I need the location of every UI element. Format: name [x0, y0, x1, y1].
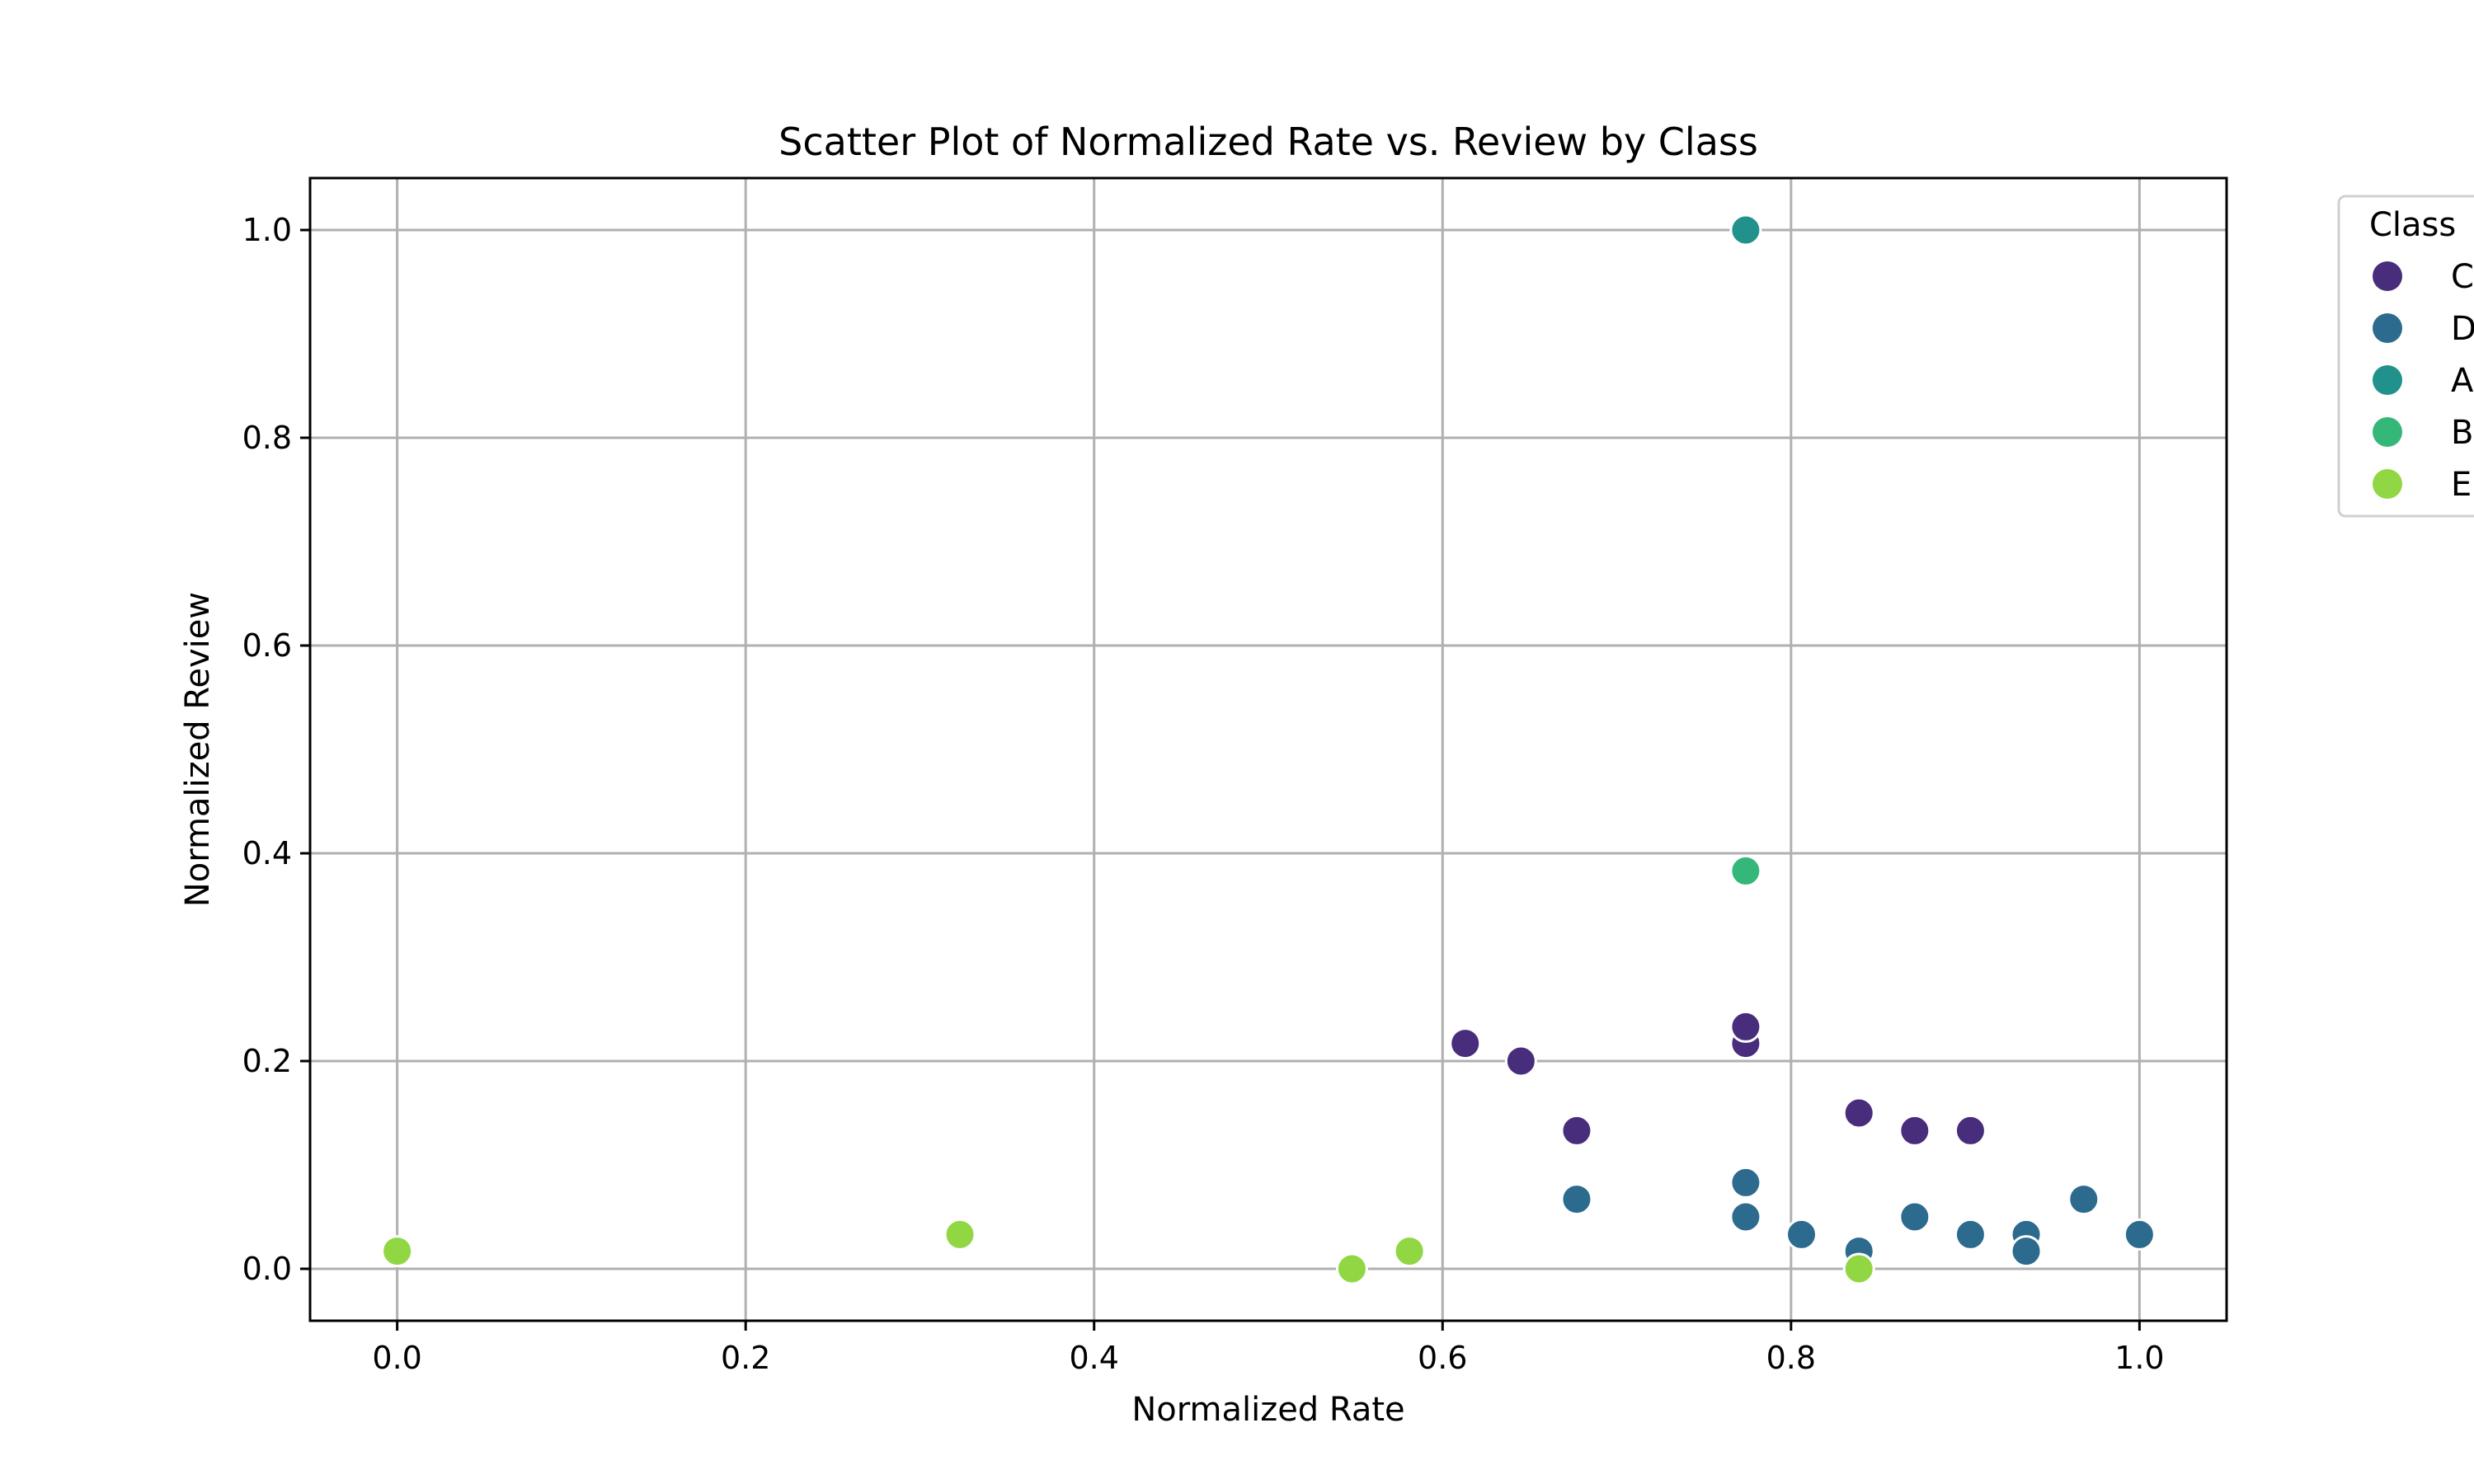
point-class-d	[1729, 1200, 1762, 1233]
legend-marker-d	[2373, 313, 2402, 343]
point-class-d	[2123, 1218, 2156, 1251]
legend-label-d: D	[2451, 310, 2474, 348]
point-class-b	[1729, 854, 1762, 887]
x-tick-label: 0.2	[721, 1340, 770, 1376]
point-class-d	[1560, 1183, 1593, 1216]
legend-label-a: A	[2451, 362, 2474, 400]
y-axis-label: Normalized Review	[179, 592, 217, 907]
x-tick-label: 0.4	[1070, 1340, 1119, 1376]
point-class-a	[1729, 214, 1762, 247]
point-class-d	[1954, 1218, 1987, 1251]
point-class-d	[2010, 1235, 2043, 1268]
point-class-c	[1449, 1027, 1482, 1060]
x-tick-label: 0.8	[1766, 1340, 1816, 1376]
y-tick-label: 1.0	[242, 212, 292, 248]
legend-marker-a	[2373, 365, 2402, 395]
point-class-d	[2067, 1183, 2100, 1216]
point-class-e	[381, 1235, 414, 1268]
y-tick-label: 0.4	[242, 835, 292, 871]
y-tick-label: 0.6	[242, 627, 292, 664]
y-tick-label: 0.2	[242, 1043, 292, 1079]
legend-title: Class	[2369, 206, 2456, 244]
point-class-c	[1898, 1114, 1931, 1147]
data-points	[381, 214, 2156, 1285]
point-class-e	[1335, 1252, 1368, 1285]
x-axis-label: Normalized Rate	[1131, 1391, 1404, 1429]
x-tick-label: 0.6	[1418, 1340, 1467, 1376]
point-class-c	[1504, 1045, 1537, 1078]
plot-frame	[308, 176, 2228, 1322]
point-class-d	[1729, 1166, 1762, 1199]
x-tick-label: 1.0	[2114, 1340, 2164, 1376]
point-class-e	[943, 1218, 976, 1251]
point-class-c	[1729, 1010, 1762, 1043]
point-class-e	[1842, 1252, 1875, 1285]
point-class-c	[1954, 1114, 1987, 1147]
point-class-d	[1785, 1218, 1818, 1251]
legend-label-c: C	[2451, 258, 2474, 296]
legend-label-e: E	[2451, 466, 2472, 504]
point-class-c	[1842, 1097, 1875, 1129]
axis-ticks: 0.0 0.2 0.4 0.6 0.8 1.0 0.0 0.2 0.4 0.6 0.8 1.0	[242, 212, 2165, 1376]
chart-title: Scatter Plot of Normalized Rate vs. Revi…	[778, 120, 1758, 164]
point-class-c	[1560, 1114, 1593, 1147]
x-tick-label: 0.0	[372, 1340, 421, 1376]
legend-marker-c	[2373, 261, 2402, 291]
point-class-e	[1393, 1235, 1426, 1268]
grid-lines	[310, 178, 2227, 1321]
legend-marker-b	[2373, 417, 2402, 447]
legend-marker-e	[2373, 469, 2402, 499]
y-tick-label: 0.0	[242, 1251, 292, 1287]
point-class-d	[1898, 1200, 1931, 1233]
legend-label-b: B	[2451, 414, 2473, 452]
y-tick-label: 0.8	[242, 420, 292, 456]
